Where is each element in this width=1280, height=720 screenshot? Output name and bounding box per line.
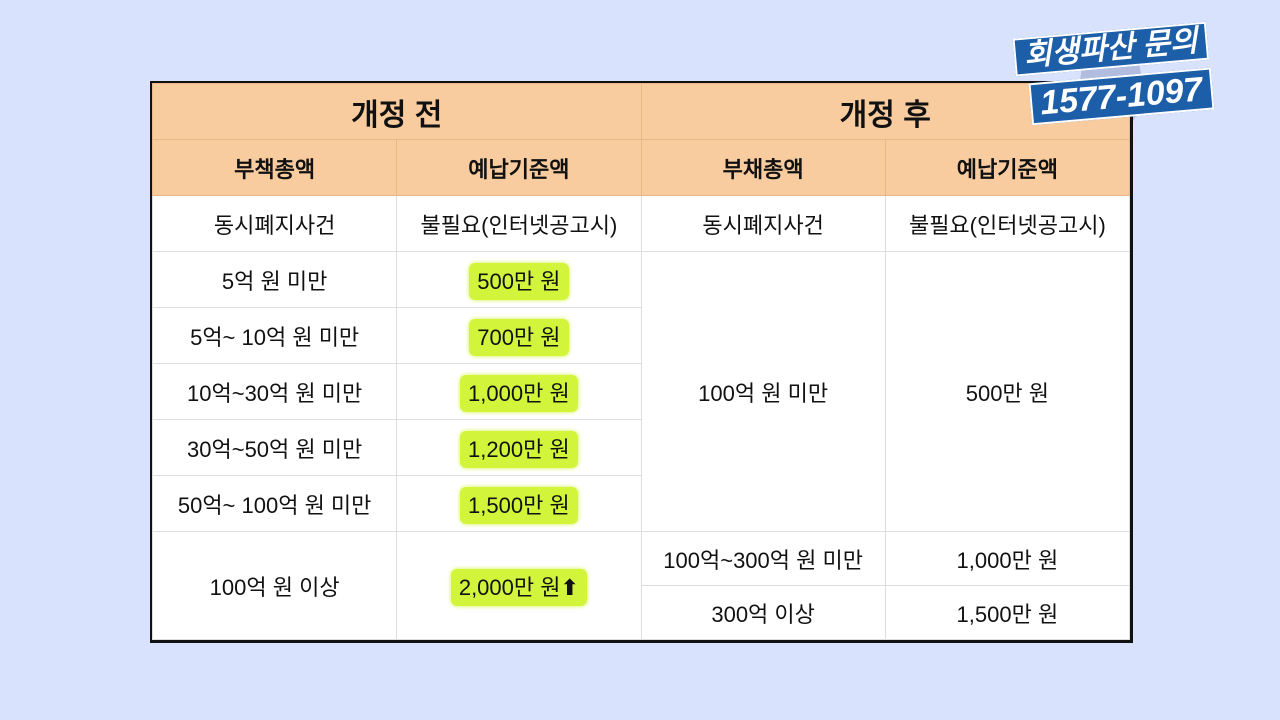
header-deposit: 예납기준액 [396, 139, 642, 196]
up-arrow-icon: ⬆ [560, 574, 579, 600]
cell: 동시폐지사건 [640, 195, 886, 252]
cell: 100억~300억 원 미만 [640, 531, 886, 586]
highlighted-value: 1,000만 원 [460, 374, 578, 412]
highlighted-value: 1,500만 원 [460, 486, 578, 524]
cell: 5억~ 10억 원 미만 [151, 307, 398, 364]
table-row: 100억 원 이상 2,000만 원⬆ 100억~300억 원 미만 1,000… [151, 531, 1131, 640]
highlighted-value: 700만 원 [469, 318, 569, 356]
cell: 1,000만 원 [884, 531, 1131, 586]
header-debt: 부채총액 [640, 139, 886, 196]
fee-table: 개정 전 개정 후 부책총액 예납기준액 부채총액 예납기준액 동시폐지사건 불… [150, 81, 1133, 643]
before-title: 개정 전 [152, 83, 642, 140]
highlighted-value: 1,200만 원 [460, 430, 578, 468]
cell: 30억~50억 원 미만 [151, 419, 398, 476]
cell: 불필요(인터넷공고시) [396, 195, 642, 252]
cell: 1,500만 원 [884, 585, 1131, 640]
highlighted-value: 2,000만 원⬆ [450, 568, 587, 606]
cell: 100억 원 이상 [151, 531, 398, 640]
cell: 700만 원 [396, 307, 642, 364]
cell: 300억 이상 [640, 585, 886, 640]
cell: 500만 원 [396, 251, 642, 308]
table-row: 동시폐지사건 불필요(인터넷공고시) 동시폐지사건 불필요(인터넷공고시) [151, 195, 1131, 252]
cell: 불필요(인터넷공고시) [884, 195, 1131, 252]
cell: 100억 원 미만 [640, 251, 886, 532]
badge-phone: 1577-1097 [1028, 67, 1215, 126]
cell: 동시폐지사건 [151, 195, 398, 252]
cell: 5억 원 미만 [151, 251, 398, 308]
badge-title: 회생파산 문의 [1012, 21, 1210, 77]
cell: 1,500만 원 [396, 475, 642, 532]
table-row: 30억~50억 원 미만 1,200만 원 [151, 419, 1130, 476]
cell: 10억~30억 원 미만 [151, 363, 398, 420]
cell: 500만 원 [884, 251, 1131, 532]
header-deposit: 예납기준액 [884, 139, 1131, 196]
table-row: 10억~30억 원 미만 1,000만 원 [151, 363, 1130, 420]
header-debt: 부책총액 [151, 139, 398, 196]
cell: 50억~ 100억 원 미만 [151, 475, 398, 532]
value-text: 2,000만 원 [458, 574, 561, 600]
cell: 1,200만 원 [396, 419, 642, 476]
cell: 1,000만 원 [396, 363, 642, 420]
highlighted-value: 500만 원 [469, 262, 569, 300]
table-row: 5억 원 미만 500만 원 100억 원 미만 500만 원 [151, 251, 1131, 532]
cell: 2,000만 원⬆ [396, 531, 642, 640]
table-row: 5억~ 10억 원 미만 700만 원 [151, 307, 1130, 364]
table-row: 300억 이상 1,500만 원 [153, 585, 1131, 640]
contact-badge: 회생파산 문의 1577-1097 [1012, 21, 1215, 127]
